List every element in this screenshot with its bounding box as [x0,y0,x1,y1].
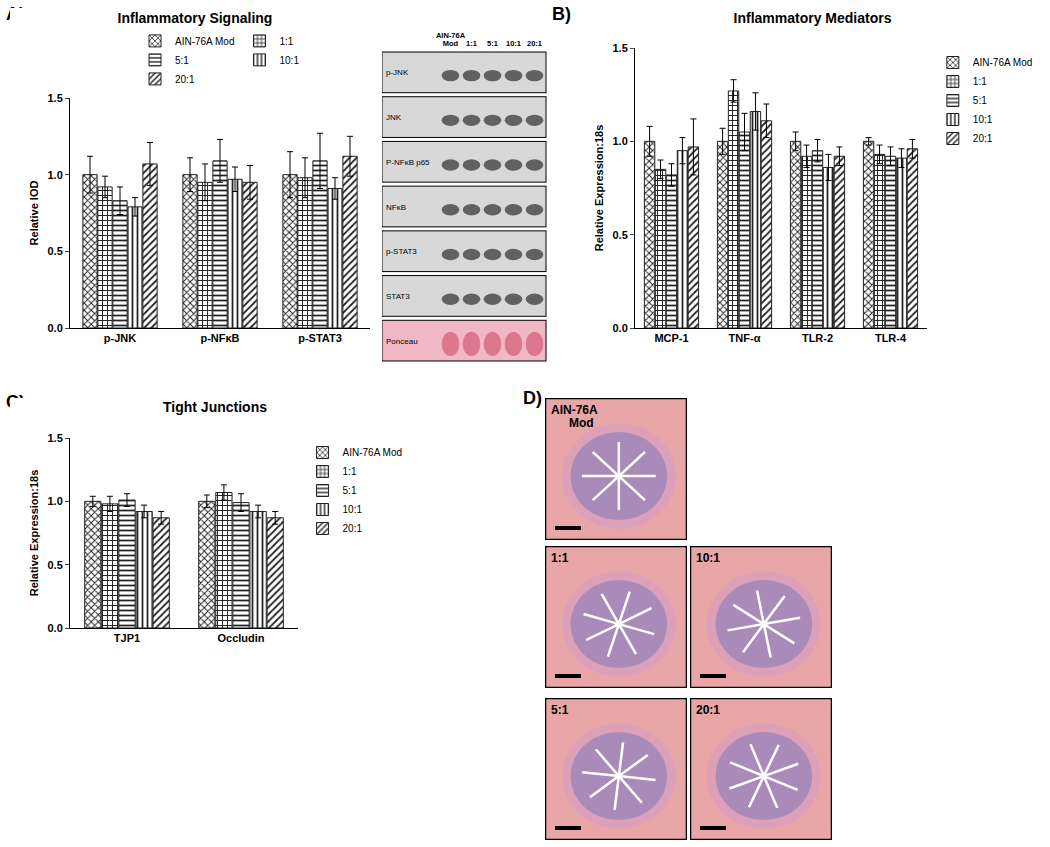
svg-text:Inflammatory Signaling: Inflammatory Signaling [118,10,273,26]
svg-text:JNK: JNK [386,113,402,122]
svg-text:p-STAT3: p-STAT3 [298,332,342,344]
svg-text:NFκB: NFκB [386,203,406,212]
svg-text:p-JNK: p-JNK [386,68,409,77]
svg-text:AIN-76AMod: AIN-76AMod [436,31,466,48]
svg-text:0.5: 0.5 [48,559,63,571]
svg-text:5:1: 5:1 [551,703,569,717]
svg-text:5:1: 5:1 [175,55,189,66]
svg-text:20:1: 20:1 [527,39,542,48]
svg-text:Inflammatory Mediators: Inflammatory Mediators [734,10,892,26]
svg-text:0.0: 0.0 [613,322,628,334]
svg-text:Relative IOD: Relative IOD [28,181,40,246]
svg-text:AIN-76A Mod: AIN-76A Mod [175,36,234,47]
svg-text:1.5: 1.5 [48,432,63,444]
svg-text:0.0: 0.0 [48,322,63,334]
svg-text:Relative Expression:18s: Relative Expression:18s [593,125,605,252]
svg-text:0.5: 0.5 [48,245,63,257]
svg-text:p-JNK: p-JNK [104,332,136,344]
svg-text:Relative Expression:18s: Relative Expression:18s [28,470,40,597]
svg-text:Occludin: Occludin [217,632,264,644]
svg-text:1.0: 1.0 [48,169,63,181]
svg-text:p-STAT3: p-STAT3 [386,247,417,256]
svg-text:TJP1: TJP1 [114,632,140,644]
svg-text:STAT3: STAT3 [386,292,410,301]
svg-text:Tight Junctions: Tight Junctions [163,399,267,415]
svg-text:10:1: 10:1 [279,55,299,66]
html-text:A): A) [6,4,25,24]
svg-text:0.0: 0.0 [48,622,63,634]
svg-text:20:1: 20:1 [696,703,720,717]
svg-text:5:1: 5:1 [487,39,498,48]
svg-text:1:1: 1:1 [551,551,569,565]
svg-text:10:1: 10:1 [343,504,363,515]
svg-text:TLR-2: TLR-2 [802,332,833,344]
svg-text:AIN-76A Mod: AIN-76A Mod [973,57,1032,68]
svg-text:1.5: 1.5 [613,42,628,54]
svg-text:AIN-76AMod: AIN-76AMod [551,403,598,430]
svg-text:0.5: 0.5 [613,229,628,241]
svg-text:Ponceau: Ponceau [386,337,418,346]
svg-text:1:1: 1:1 [279,36,293,47]
svg-text:AIN-76A Mod: AIN-76A Mod [343,447,402,458]
svg-text:10:1: 10:1 [973,114,993,125]
svg-text:10:1: 10:1 [696,551,720,565]
svg-text:5:1: 5:1 [343,485,357,496]
html-text:D): D) [523,388,542,408]
svg-text:20:1: 20:1 [973,133,993,144]
html-text:B): B) [552,4,571,24]
svg-text:TLR-4: TLR-4 [875,332,907,344]
svg-text:MCP-1: MCP-1 [654,332,688,344]
svg-text:20:1: 20:1 [175,74,195,85]
svg-text:1.5: 1.5 [48,92,63,104]
svg-text:1:1: 1:1 [973,76,987,87]
svg-text:10:1: 10:1 [506,39,521,48]
svg-text:1.0: 1.0 [48,495,63,507]
svg-text:1:1: 1:1 [466,39,477,48]
html-text:C): C) [6,392,25,412]
svg-text:P-NFκB p65: P-NFκB p65 [386,158,430,167]
svg-text:5:1: 5:1 [973,95,987,106]
svg-text:p-NFκB: p-NFκB [200,332,239,344]
svg-text:TNF-α: TNF-α [729,332,761,344]
svg-text:1:1: 1:1 [343,466,357,477]
svg-text:1.0: 1.0 [613,135,628,147]
svg-text:20:1: 20:1 [343,523,363,534]
